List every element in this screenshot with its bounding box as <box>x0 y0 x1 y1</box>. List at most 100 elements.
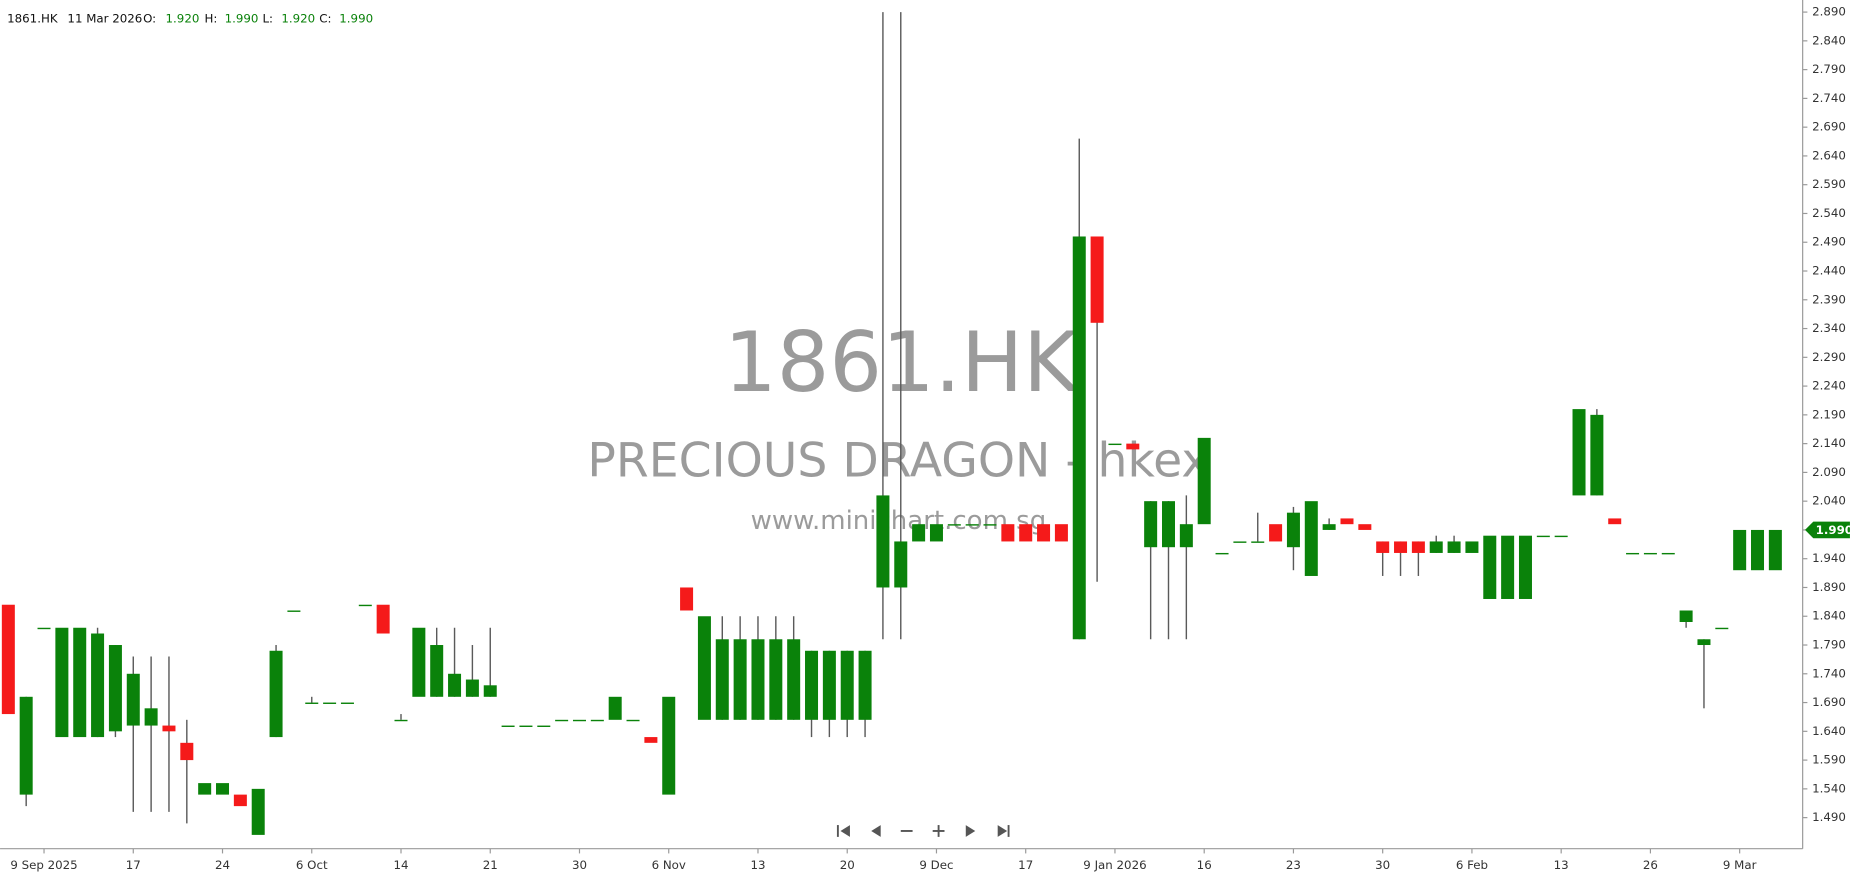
candle-body <box>305 702 319 704</box>
candle-body <box>1715 627 1729 630</box>
candle-body <box>1126 443 1140 450</box>
candle-body <box>1768 529 1782 571</box>
candle-body <box>1340 518 1354 525</box>
candle-body <box>1179 524 1193 548</box>
candle-body <box>1072 236 1086 640</box>
y-tick-label: 2.240 <box>1812 379 1846 393</box>
first-button[interactable] <box>835 823 852 840</box>
y-tick-label: 2.690 <box>1812 120 1846 134</box>
header-value: 1.990 <box>339 11 373 25</box>
y-tick-label: 1.940 <box>1812 551 1846 565</box>
candle-body <box>55 627 69 738</box>
header-label: O: <box>143 11 156 25</box>
x-tick-label: 23 <box>1286 858 1301 872</box>
candle-body <box>1251 541 1265 543</box>
header-label: L: <box>262 11 273 25</box>
candle-body <box>876 495 890 588</box>
x-tick-label: 9 Mar <box>1723 858 1757 872</box>
candle-body <box>858 650 872 720</box>
header-date: 11 Mar 2026 <box>67 11 142 25</box>
zoom-in-button[interactable] <box>930 823 947 840</box>
candle-body <box>697 616 711 720</box>
header-value: 1.920 <box>281 11 315 25</box>
candle-body <box>1697 639 1711 646</box>
candle-body <box>1054 524 1068 542</box>
candle-body <box>501 725 515 727</box>
candle-body <box>376 604 390 634</box>
x-tick-label: 6 Nov <box>652 858 686 872</box>
candle-body <box>358 604 372 607</box>
watermark-site: www.minichart.com.sg <box>751 506 1047 536</box>
candle-body <box>1233 541 1247 543</box>
plot-area <box>1 12 1782 835</box>
header-label: H: <box>205 11 218 25</box>
candle-body <box>126 673 140 726</box>
candle-body <box>216 783 230 795</box>
candle-body <box>840 650 854 720</box>
previous-button[interactable] <box>866 823 883 840</box>
candle-body <box>965 524 979 526</box>
candle-body <box>1286 512 1300 548</box>
candle-body <box>1144 501 1158 548</box>
candle-body <box>1447 541 1461 553</box>
candle-body <box>912 524 926 542</box>
candle-body <box>1161 501 1176 548</box>
candle-body <box>162 725 176 732</box>
candle-body <box>180 742 194 761</box>
candle-body <box>483 685 497 697</box>
header-value: 1.920 <box>166 11 200 25</box>
header-value: 1.990 <box>225 11 259 25</box>
candle-body <box>537 725 551 727</box>
candle-body <box>590 719 604 722</box>
x-tick-label: 30 <box>572 858 587 872</box>
header-label: C: <box>319 11 331 25</box>
candle-body <box>1358 524 1372 530</box>
candle-body <box>626 719 640 722</box>
x-tick-label: 13 <box>1554 858 1569 872</box>
candle-body <box>287 610 301 612</box>
y-tick-label: 1.790 <box>1812 638 1846 652</box>
candle-body <box>733 639 747 720</box>
candle-body <box>1429 541 1443 553</box>
candle-body <box>1108 443 1122 446</box>
next-button[interactable] <box>962 823 979 840</box>
candle-body <box>1376 541 1390 553</box>
candle-body <box>412 627 426 697</box>
candle-body <box>1037 524 1051 542</box>
candle-body <box>929 524 943 542</box>
candle-body <box>1643 552 1657 555</box>
candle-body <box>1608 518 1622 525</box>
y-tick-label: 2.090 <box>1812 465 1846 479</box>
watermark: 1861.HK PRECIOUS DRAGON - hkex www.minic… <box>587 314 1209 536</box>
watermark-symbol: 1861.HK <box>724 314 1079 411</box>
x-tick-label: 14 <box>393 858 408 872</box>
watermark-name: PRECIOUS DRAGON - hkex <box>587 433 1209 488</box>
candle-body <box>715 639 729 720</box>
x-tick-label: 16 <box>1197 858 1212 872</box>
y-tick-label: 1.490 <box>1812 810 1846 824</box>
candle-body <box>108 645 122 732</box>
candle-body <box>1733 529 1747 571</box>
x-tick-label: 9 Dec <box>919 858 953 872</box>
candle-body <box>1197 437 1211 525</box>
last-button[interactable] <box>995 823 1012 840</box>
candle-body <box>947 524 961 526</box>
candle-body <box>1590 414 1604 496</box>
candle-body <box>1751 529 1765 571</box>
y-tick-label: 1.640 <box>1812 724 1846 738</box>
x-tick-label: 26 <box>1643 858 1658 872</box>
candle-body <box>894 541 908 588</box>
candle-body <box>1518 535 1532 599</box>
candle-body <box>1501 535 1515 599</box>
y-tick-label: 2.890 <box>1812 5 1846 19</box>
candle-body <box>1679 610 1693 622</box>
zoom-out-button[interactable] <box>898 823 915 840</box>
candle-body <box>1394 541 1408 553</box>
y-tick-label: 2.640 <box>1812 148 1846 162</box>
candle-body <box>1536 535 1550 538</box>
candle-body <box>769 639 783 720</box>
candle-body <box>1411 541 1425 553</box>
x-tick-label: 9 Jan 2026 <box>1083 858 1146 872</box>
candle-body <box>519 725 533 727</box>
